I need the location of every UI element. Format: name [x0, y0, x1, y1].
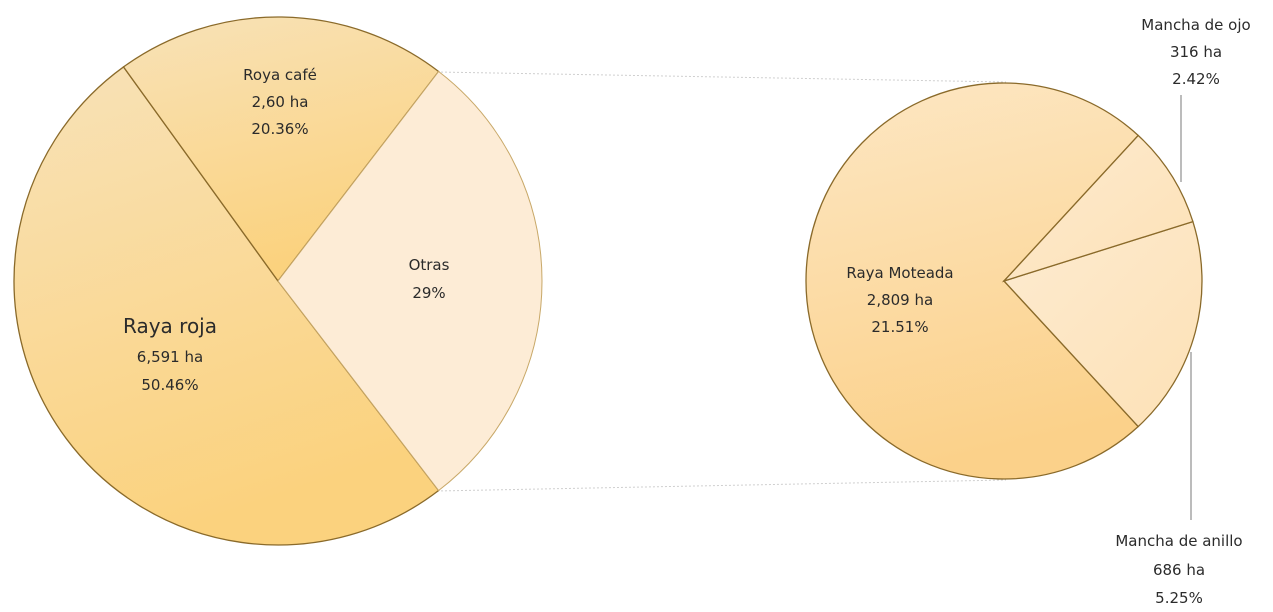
label-mancha-de-anillo-name: Mancha de anillo: [1115, 532, 1242, 550]
label-raya-roja-area: 6,591 ha: [137, 348, 203, 366]
label-raya-roja-percent: 50.46%: [141, 376, 198, 394]
label-raya-moteada-name: Raya Moteada: [846, 264, 953, 282]
label-mancha-de-ojo-area: 316 ha: [1170, 43, 1222, 61]
pie-slice-mancha-de-anillo: [1002, 220, 1203, 428]
pie-slice-otras: [277, 70, 543, 492]
label-raya-moteada-percent: 21.51%: [871, 318, 928, 336]
label-roya-cafe-percent: 20.36%: [251, 120, 308, 138]
pie-slice-roya-cafe: [122, 16, 440, 283]
label-raya-moteada-area: 2,809 ha: [867, 291, 933, 309]
label-otras-percent: 29%: [412, 284, 445, 302]
pie-slice-mancha-de-ojo: [1001, 134, 1194, 283]
connector-line-bottom: [436, 479, 1007, 492]
label-mancha-de-anillo-area: 686 ha: [1153, 561, 1205, 579]
pie-slice-raya-moteada: [805, 82, 1140, 480]
label-raya-roja-name: Raya roja: [123, 314, 217, 338]
label-mancha-de-ojo-percent: 2.42%: [1172, 70, 1220, 88]
label-otras-name: Otras: [409, 256, 450, 274]
connector-line-top: [436, 71, 1007, 83]
label-roya-cafe-name: Roya café: [243, 66, 317, 84]
label-mancha-de-anillo-percent: 5.25%: [1155, 589, 1203, 607]
pie-slice-raya-roja: [13, 66, 440, 546]
label-mancha-de-ojo-name: Mancha de ojo: [1141, 16, 1250, 34]
label-roya-cafe-area: 2,60 ha: [252, 93, 309, 111]
